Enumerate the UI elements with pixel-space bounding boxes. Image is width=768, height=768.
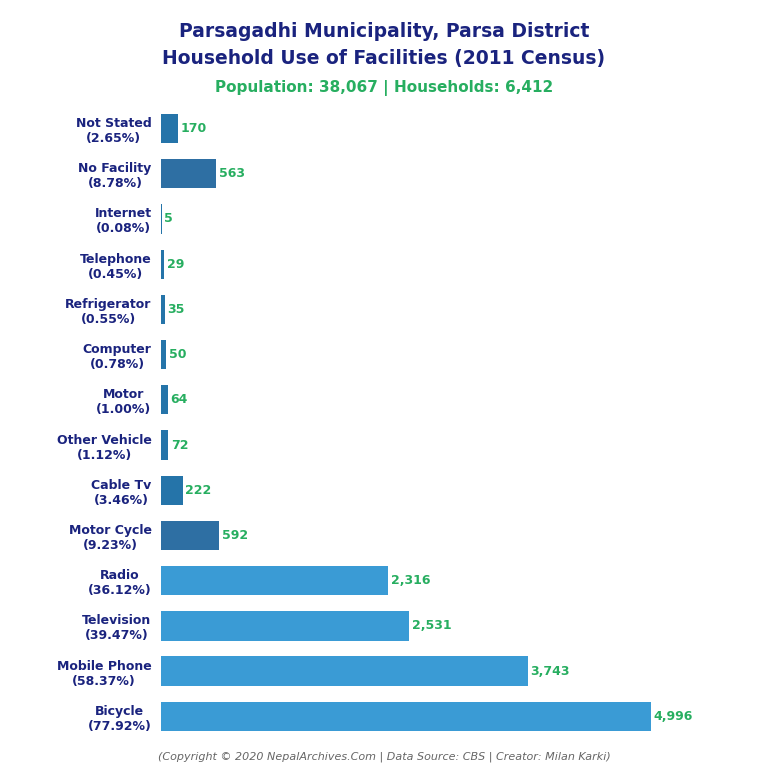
- Text: 3,743: 3,743: [531, 664, 570, 677]
- Bar: [161, 114, 178, 144]
- Text: 29: 29: [167, 258, 184, 270]
- Bar: [161, 340, 166, 369]
- Text: 170: 170: [180, 122, 207, 135]
- Bar: [161, 250, 164, 279]
- Text: 4,996: 4,996: [654, 710, 693, 723]
- Text: 35: 35: [167, 303, 184, 316]
- Text: Parsagadhi Municipality, Parsa District: Parsagadhi Municipality, Parsa District: [179, 22, 589, 41]
- Text: 5: 5: [164, 213, 173, 226]
- Text: 2,531: 2,531: [412, 619, 452, 632]
- Text: 222: 222: [186, 484, 212, 497]
- Text: Household Use of Facilities (2011 Census): Household Use of Facilities (2011 Census…: [163, 49, 605, 68]
- Bar: [161, 430, 168, 460]
- Bar: [161, 657, 528, 686]
- Bar: [161, 701, 650, 731]
- Bar: [161, 521, 220, 550]
- Text: 50: 50: [169, 348, 186, 361]
- Text: 563: 563: [219, 167, 245, 180]
- Bar: [161, 611, 409, 641]
- Bar: [161, 385, 167, 415]
- Bar: [161, 295, 164, 324]
- Text: 64: 64: [170, 393, 187, 406]
- Text: 2,316: 2,316: [391, 574, 430, 587]
- Bar: [161, 566, 388, 595]
- Text: 592: 592: [222, 529, 248, 542]
- Text: 72: 72: [170, 439, 188, 452]
- Bar: [161, 475, 183, 505]
- Bar: [161, 159, 217, 188]
- Text: (Copyright © 2020 NepalArchives.Com | Data Source: CBS | Creator: Milan Karki): (Copyright © 2020 NepalArchives.Com | Da…: [157, 751, 611, 762]
- Text: Population: 38,067 | Households: 6,412: Population: 38,067 | Households: 6,412: [215, 80, 553, 96]
